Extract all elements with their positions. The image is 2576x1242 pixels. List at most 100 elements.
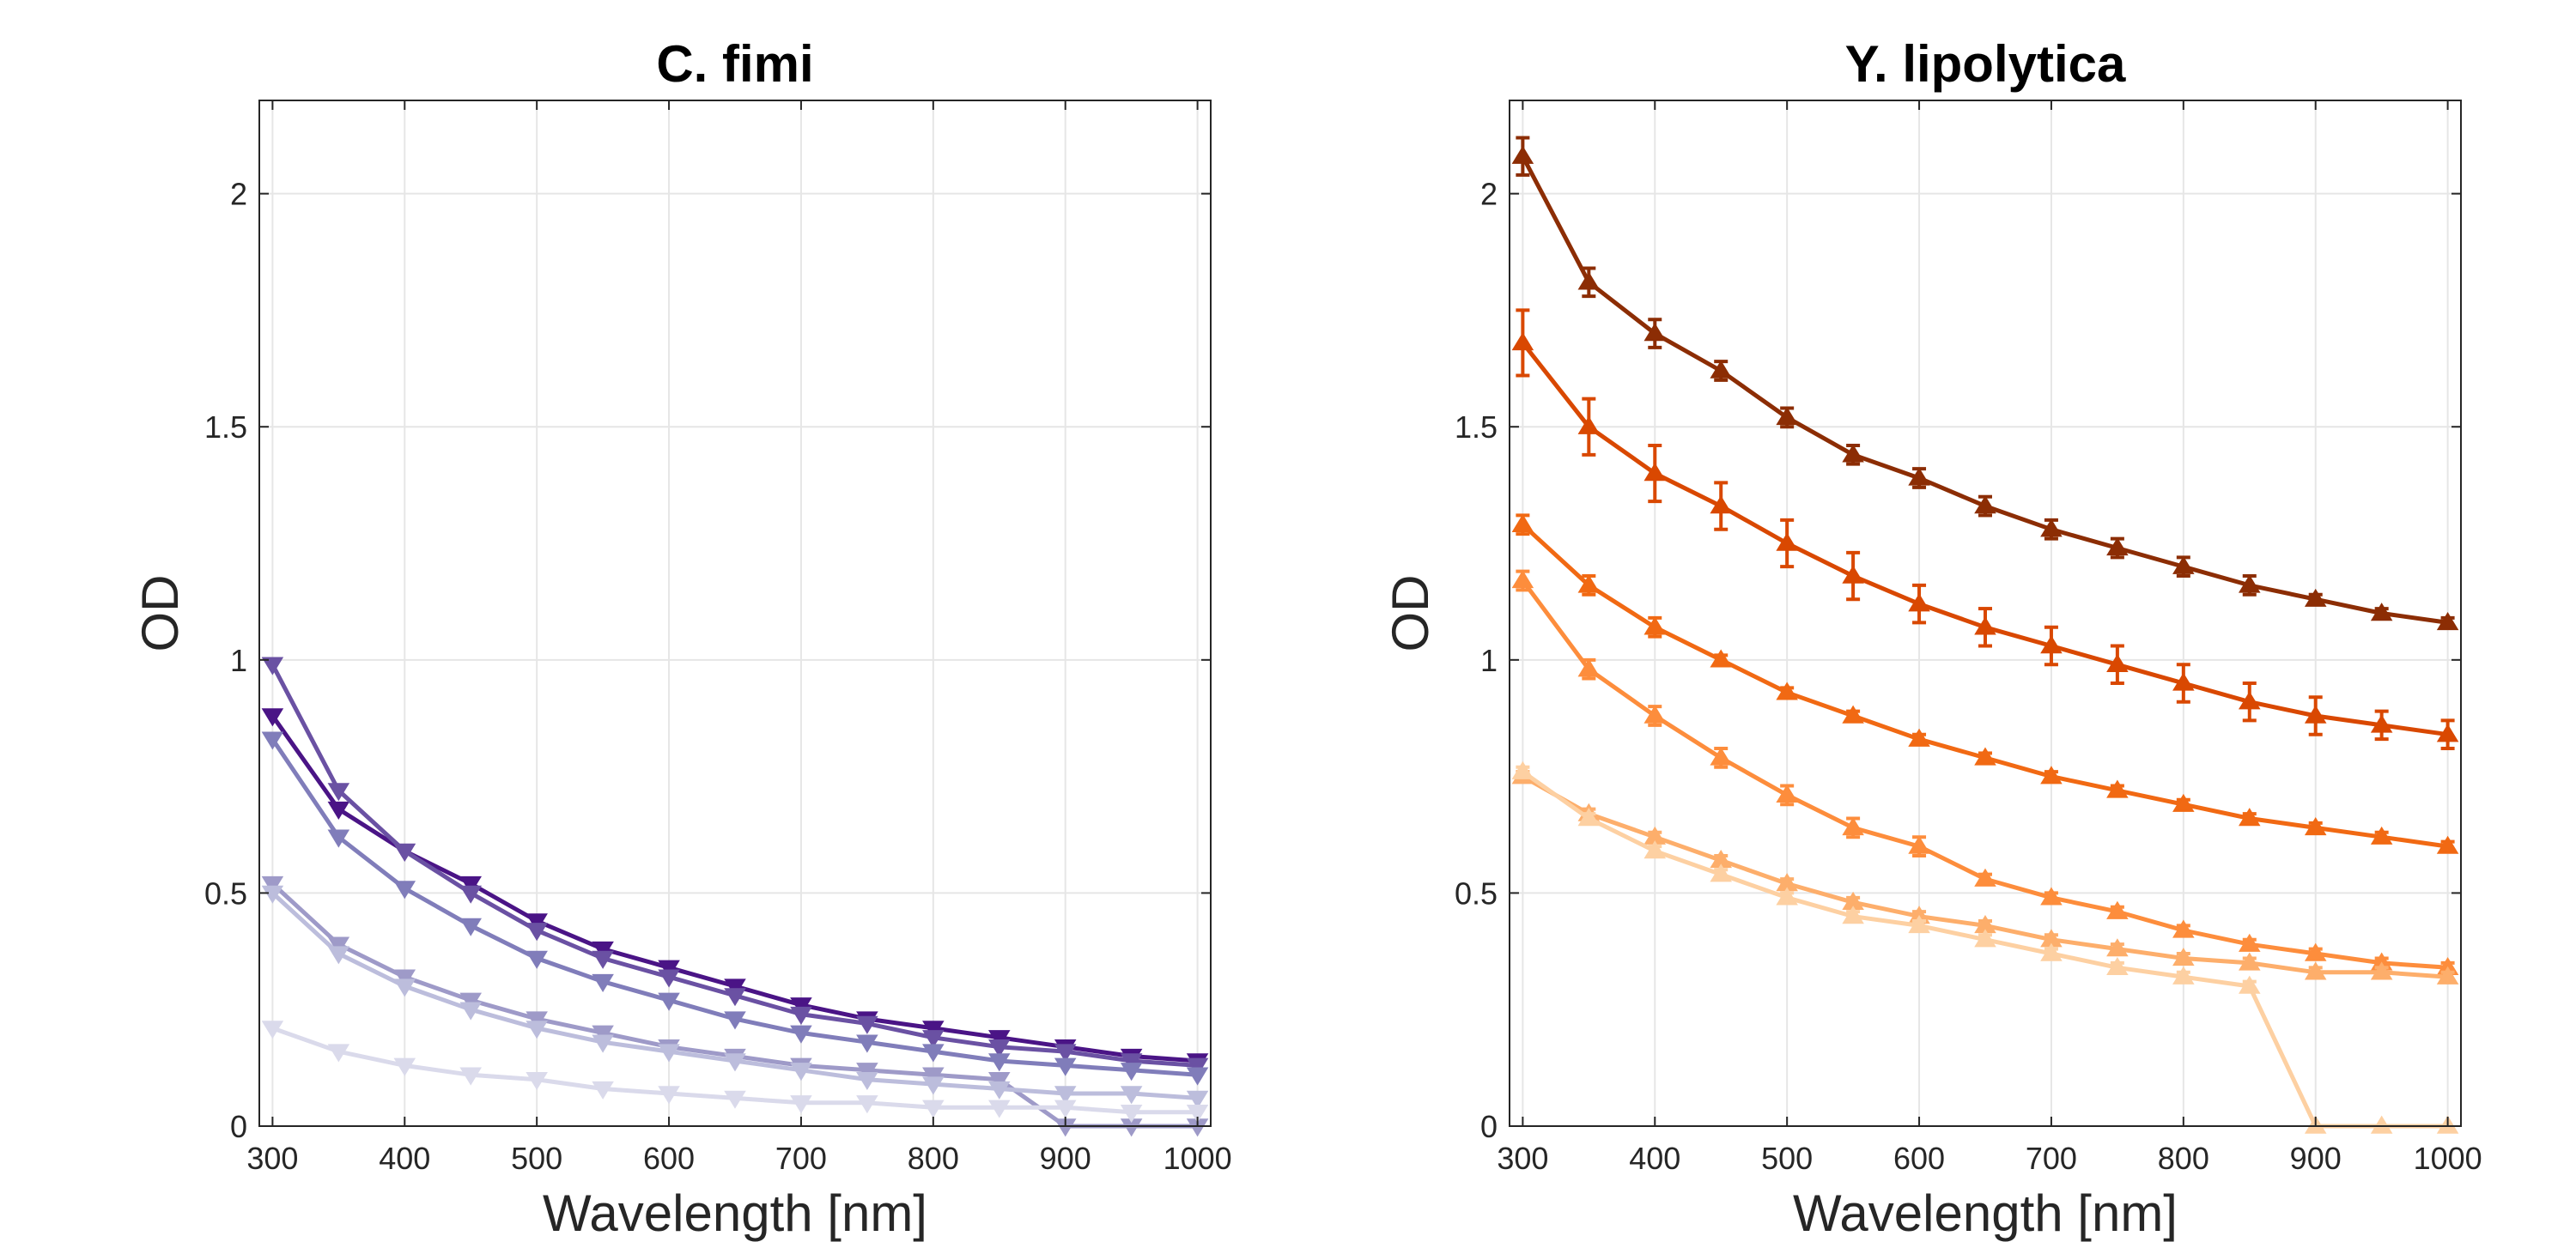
x-axis-label: Wavelength [nm] [543,1184,927,1242]
x-tick-label: 900 [1040,1141,1091,1176]
series-3 [1511,513,2459,854]
data-point [724,1053,746,1072]
data-point [261,885,284,904]
data-point [2040,635,2063,654]
data-point [261,731,284,750]
series-4 [1511,569,2459,976]
data-point [988,1081,1011,1100]
data-point [790,1063,812,1081]
data-point [2040,887,2063,906]
data-point [2106,938,2129,957]
data-point [393,881,416,900]
series-1 [1511,136,2459,631]
data-point [327,1044,350,1063]
data-point [2040,518,2063,537]
data-point [1842,444,1864,463]
chart-panel-c-fimi: 300 400 500 600 700 800 900 1000 0 0.5 1 1.5 2 C. fim… [131,35,1232,1242]
data-point [526,913,548,932]
series-5 [261,885,1209,1109]
data-point [2106,956,2129,976]
data-point [1710,495,1732,514]
data-point [1054,1057,1077,1076]
x-tick-label: 400 [1629,1141,1680,1176]
x-tick-label: 900 [2290,1141,2342,1176]
data-point [592,1081,614,1100]
data-point [1577,658,1601,677]
data-point [592,1034,614,1053]
series-3 [261,731,1209,1086]
x-tick-label: 600 [643,1141,695,1176]
y-tick-label: 0.5 [1455,875,1498,911]
data-point [1577,808,1601,827]
data-point [592,950,614,969]
data-point [393,843,416,862]
series-6 [261,1021,1209,1124]
data-point [790,997,812,1016]
data-point [1842,816,1864,836]
data-point [1776,784,1798,803]
y-tick-label: 0 [1480,1109,1498,1144]
data-point [459,875,482,894]
data-point [2172,793,2195,812]
x-tick-label: 300 [1497,1141,1548,1176]
data-point [1710,649,1732,668]
data-point [526,1011,548,1030]
data-point [2239,952,2261,971]
x-tick-label: 1000 [1163,1141,1232,1176]
data-point [327,783,350,802]
data-point [1511,145,1534,164]
data-point [2239,808,2261,827]
data-point [922,1076,945,1095]
data-point [2370,714,2393,733]
data-point [856,1071,878,1091]
chart-panel-y-lipolytica: 300 400 500 600 700 800 900 1000 0 0.5 1 1.5 2 Y. lip… [1382,35,2482,1242]
data-point [1842,565,1864,584]
data-point [2436,611,2459,631]
data-point [856,1063,878,1081]
data-point [2304,816,2327,836]
data-point [1054,1044,1077,1063]
data-point [2106,653,2129,672]
x-axis-label: Wavelength [nm] [1793,1184,2178,1242]
data-point [459,918,482,936]
data-point [1643,463,1667,482]
data-point [327,936,350,955]
data-point [2370,826,2393,845]
data-point [1974,929,1996,948]
data-point [1710,863,1732,882]
data-point [856,1015,878,1034]
data-point [592,1025,614,1044]
data-point [658,1086,680,1105]
data-point [2239,574,2261,593]
data-point [459,992,482,1011]
data-point [2172,948,2195,966]
data-point [459,1067,482,1086]
data-point [1776,682,1798,700]
data-point [658,960,680,978]
data-point [1120,1105,1143,1124]
data-point [1186,1057,1209,1076]
data-point [1577,271,1601,290]
data-point [2040,942,2063,961]
data-point [526,950,548,969]
data-point [922,1067,945,1086]
data-point [2304,942,2327,961]
data-point [2239,691,2261,710]
y-tick-label: 2 [1480,177,1498,212]
data-point [2106,900,2129,919]
data-point [261,708,284,727]
data-point [327,829,350,848]
x-tick-label: 800 [908,1141,959,1176]
x-tick-label: 800 [2158,1141,2209,1176]
y-axis-label: OD [131,575,189,652]
data-point [459,1002,482,1021]
data-point [393,1057,416,1076]
y-axis-label: OD [1382,575,1439,652]
data-point [1186,1105,1209,1124]
data-point [2370,603,2393,621]
data-point [2436,966,2459,985]
data-point [1908,915,1930,934]
data-point [2370,1115,2393,1134]
data-point [988,1053,1011,1072]
